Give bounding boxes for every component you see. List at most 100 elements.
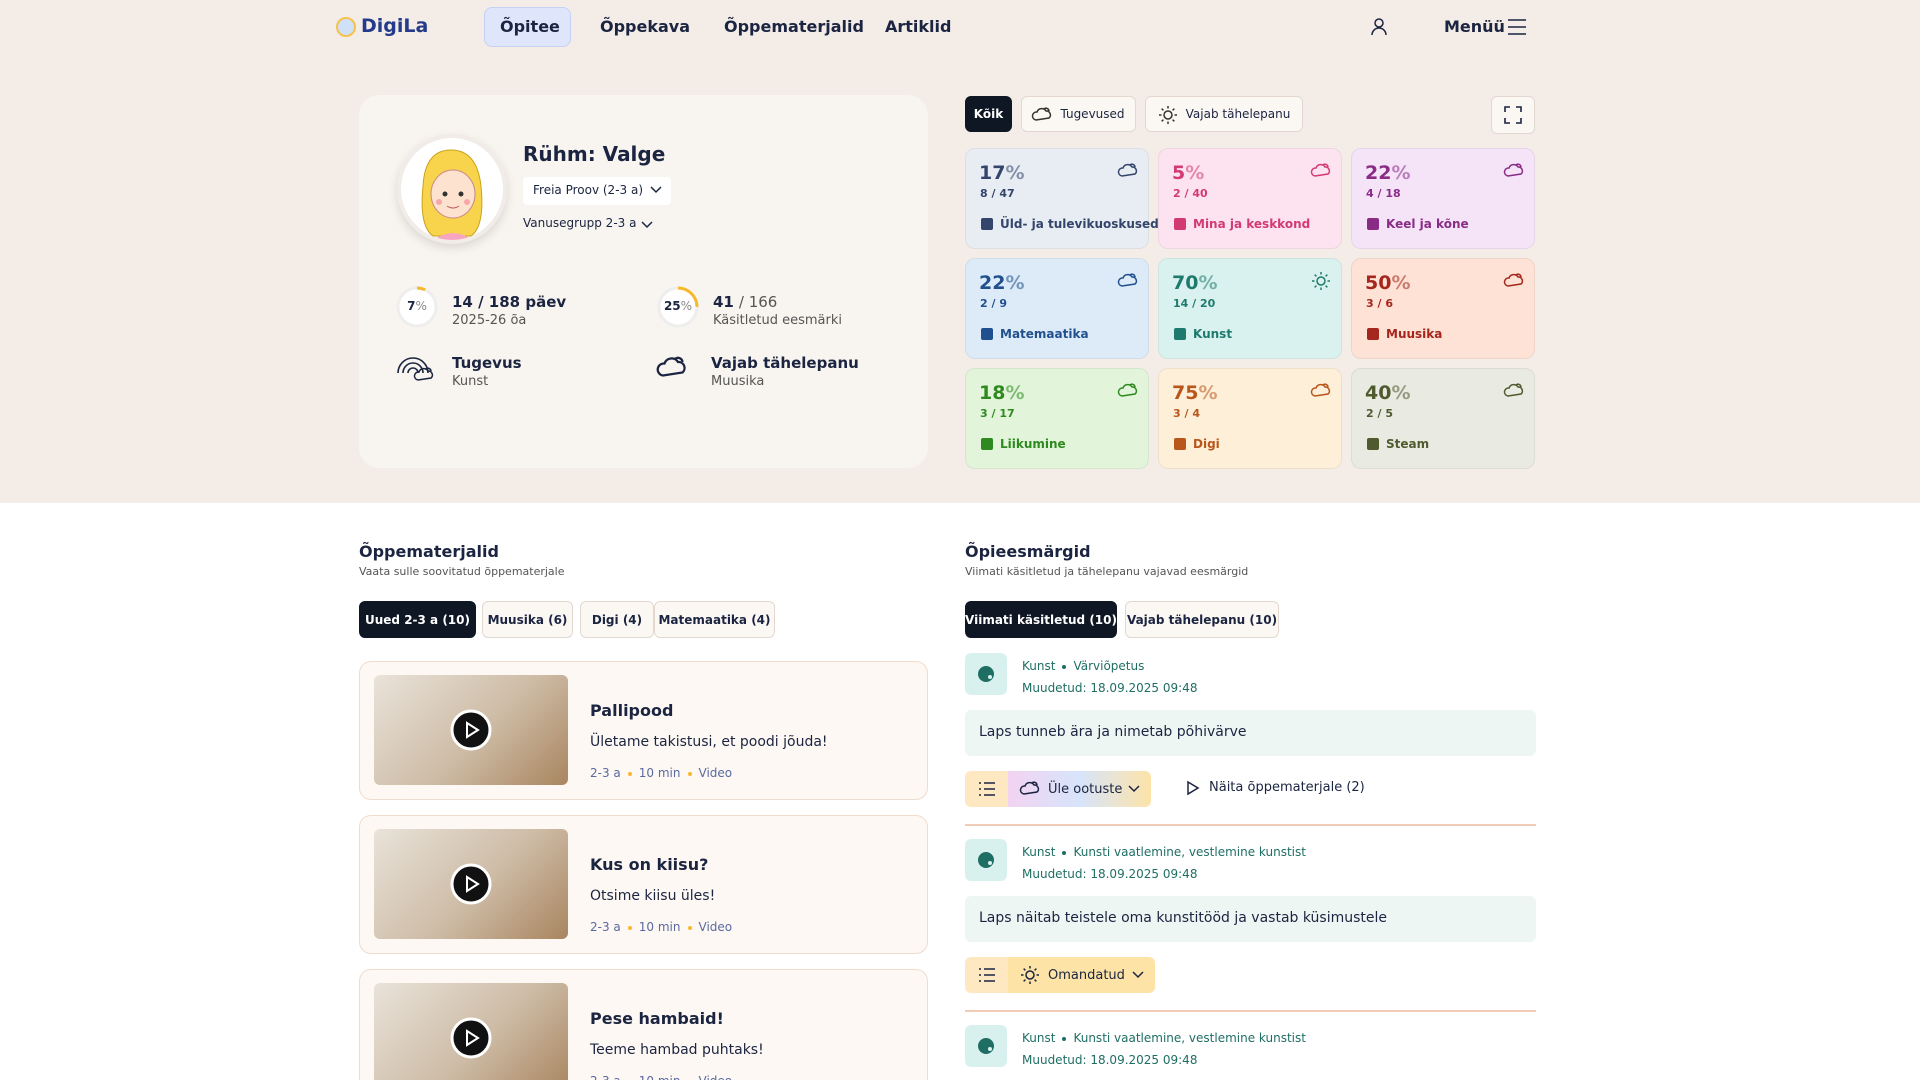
nav-link[interactable]: Õppekava bbox=[600, 17, 691, 36]
strength-icon bbox=[397, 357, 434, 381]
menu-label[interactable]: Menüü bbox=[1444, 17, 1505, 36]
area-card[interactable]: 22% 2 / 9 Matemaatika bbox=[965, 258, 1149, 359]
material-meta: 2-3 a 10 min Video bbox=[590, 1074, 732, 1080]
material-title: Pallipood bbox=[590, 701, 674, 720]
area-card[interactable]: 5% 2 / 40 Mina ja keskkond bbox=[1158, 148, 1342, 249]
area-name: Steam bbox=[1386, 437, 1430, 451]
dot bbox=[687, 925, 692, 930]
percent-unit: % bbox=[1198, 382, 1218, 404]
material-meta: 2-3 a 10 min Video bbox=[590, 766, 732, 780]
area-percent: 5% bbox=[1172, 162, 1204, 184]
area-card[interactable]: 75% 3 / 4 Digi bbox=[1158, 368, 1342, 469]
child-select[interactable]: Freia Proov (2-3 a) bbox=[523, 177, 671, 205]
profile-card: Rühm: Valge Freia Proov (2-3 a) Vanusegrup… bbox=[359, 95, 928, 468]
show-materials-link[interactable]: Näita õppematerjale (2) bbox=[1187, 780, 1365, 795]
nav-link[interactable]: Õpitee bbox=[500, 17, 560, 36]
area-count: 8 / 47 bbox=[980, 187, 1015, 200]
status-icon bbox=[1312, 272, 1330, 290]
group-title: Rühm: Valge bbox=[523, 142, 666, 166]
area-name: Muusika bbox=[1386, 327, 1443, 341]
checklist-button[interactable] bbox=[965, 957, 1008, 993]
material-tab[interactable]: Muusika (6) bbox=[482, 601, 573, 638]
section-title: Õppematerjalid bbox=[359, 542, 499, 561]
status-select[interactable]: Üle ootuste bbox=[1008, 771, 1151, 807]
goal-tab[interactable]: Viimati käsitletud (10) bbox=[965, 601, 1117, 638]
filter-button[interactable]: Kõik bbox=[965, 96, 1012, 132]
area-name: Liikumine bbox=[1000, 437, 1066, 451]
percent-unit: % bbox=[1391, 162, 1411, 184]
goal-area: Kunst Kunsti vaatlemine, vestlemine kunst… bbox=[1022, 1031, 1306, 1045]
area-count: 2 / 9 bbox=[980, 297, 1007, 310]
area-count: 3 / 17 bbox=[980, 407, 1015, 420]
area-percent: 18% bbox=[979, 382, 1025, 404]
divider bbox=[965, 1010, 1536, 1012]
checklist-button[interactable] bbox=[965, 771, 1008, 807]
area: Kunst bbox=[1022, 845, 1056, 859]
dot bbox=[627, 925, 632, 930]
link-label: Näita õppematerjale (2) bbox=[1209, 780, 1365, 795]
attention-icon bbox=[656, 356, 686, 377]
meta-item: 10 min bbox=[638, 920, 681, 934]
filter-button[interactable]: Vajab tähelepanu bbox=[1145, 96, 1303, 132]
thumbnail bbox=[374, 983, 568, 1080]
status-select[interactable]: Omandatud bbox=[1008, 957, 1155, 993]
area-card[interactable]: 40% 2 / 5 Steam bbox=[1351, 368, 1535, 469]
nav-link[interactable]: Õppematerjalid bbox=[724, 17, 864, 36]
filter-button[interactable]: Tugevused bbox=[1021, 96, 1136, 132]
area-percent: 50% bbox=[1365, 272, 1411, 294]
goal-area: Kunst Kunsti vaatlemine, vestlemine kunst… bbox=[1022, 845, 1306, 859]
area-name: Matemaatika bbox=[1000, 327, 1089, 341]
area-percent: 40% bbox=[1365, 382, 1411, 404]
goal-text: Laps tunneb ära ja nimetab põhivärve bbox=[965, 710, 1536, 756]
percent-unit: % bbox=[1185, 162, 1205, 184]
area-icon bbox=[981, 438, 993, 450]
attention-sub: Muusika bbox=[711, 374, 765, 389]
area-percent: 75% bbox=[1172, 382, 1218, 404]
avatar-illustration bbox=[421, 149, 483, 240]
material-card[interactable]: Pallipood Ületame takistusi, et poodi jõu… bbox=[359, 661, 928, 800]
material-title: Pese hambaid! bbox=[590, 1009, 724, 1028]
material-card[interactable]: Pese hambaid! Teeme hambad puhtaks! 2-3 a 1… bbox=[359, 969, 928, 1080]
fullscreen-button[interactable] bbox=[1491, 96, 1535, 134]
area-count: 2 / 40 bbox=[1173, 187, 1208, 200]
palette bbox=[978, 666, 994, 682]
dot bbox=[1062, 850, 1067, 855]
material-card[interactable]: Kus on kiisu? Otsime kiisu üles! 2-3 a 10 m… bbox=[359, 815, 928, 954]
area: Kunst bbox=[1022, 659, 1056, 673]
area-card[interactable]: 50% 3 / 6 Muusika bbox=[1351, 258, 1535, 359]
percent-unit: % bbox=[1391, 382, 1411, 404]
area-card[interactable]: 70% 14 / 20 Kunst bbox=[1158, 258, 1342, 359]
status-icon bbox=[1310, 383, 1331, 397]
stat-total: / 166 bbox=[738, 293, 778, 311]
area-card[interactable]: 18% 3 / 17 Liikumine bbox=[965, 368, 1149, 469]
goal-modified: Muudetud: 18.09.2025 09:48 bbox=[1022, 1053, 1198, 1067]
area-card[interactable]: 22% 4 / 18 Keel ja kõne bbox=[1351, 148, 1535, 249]
material-meta: 2-3 a 10 min Video bbox=[590, 920, 732, 934]
material-desc: Teeme hambad puhtaks! bbox=[590, 1042, 764, 1058]
logo-icon bbox=[336, 17, 356, 37]
age-group-select[interactable]: Vanusegrupp 2-3 a bbox=[523, 216, 637, 230]
goal-area: Kunst Värviõpetus bbox=[1022, 659, 1144, 673]
thumbnail bbox=[374, 675, 568, 785]
filter-icon bbox=[1032, 107, 1052, 121]
area-name: Mina ja keskkond bbox=[1193, 217, 1311, 231]
stat-value: 41 bbox=[713, 293, 734, 311]
status-icon bbox=[1021, 966, 1039, 984]
material-tab[interactable]: Digi (4) bbox=[580, 601, 654, 638]
percent: 22 bbox=[979, 272, 1006, 294]
chevron bbox=[641, 221, 653, 229]
material-tab[interactable]: Uued 2-3 a (10) bbox=[359, 601, 476, 638]
material-tab[interactable]: Matemaatika (4) bbox=[654, 601, 775, 638]
topic: Värviõpetus bbox=[1073, 659, 1145, 673]
goal-tab[interactable]: Vajab tähelepanu (10) bbox=[1125, 601, 1279, 638]
nav-link[interactable]: Artiklid bbox=[885, 17, 952, 36]
topic: Kunsti vaatlemine, vestlemine kunstist bbox=[1073, 1031, 1306, 1045]
area-card[interactable]: 17% 8 / 47 Üld- ja tulevikuoskused bbox=[965, 148, 1159, 249]
area-count: 2 / 5 bbox=[1366, 407, 1393, 420]
divider bbox=[965, 824, 1536, 826]
chevron bbox=[1128, 785, 1140, 793]
area-name: Kunst bbox=[1193, 327, 1233, 341]
meta-item: Video bbox=[698, 766, 733, 780]
nav-active-bg bbox=[484, 7, 571, 47]
percent-unit: % bbox=[1391, 272, 1411, 294]
